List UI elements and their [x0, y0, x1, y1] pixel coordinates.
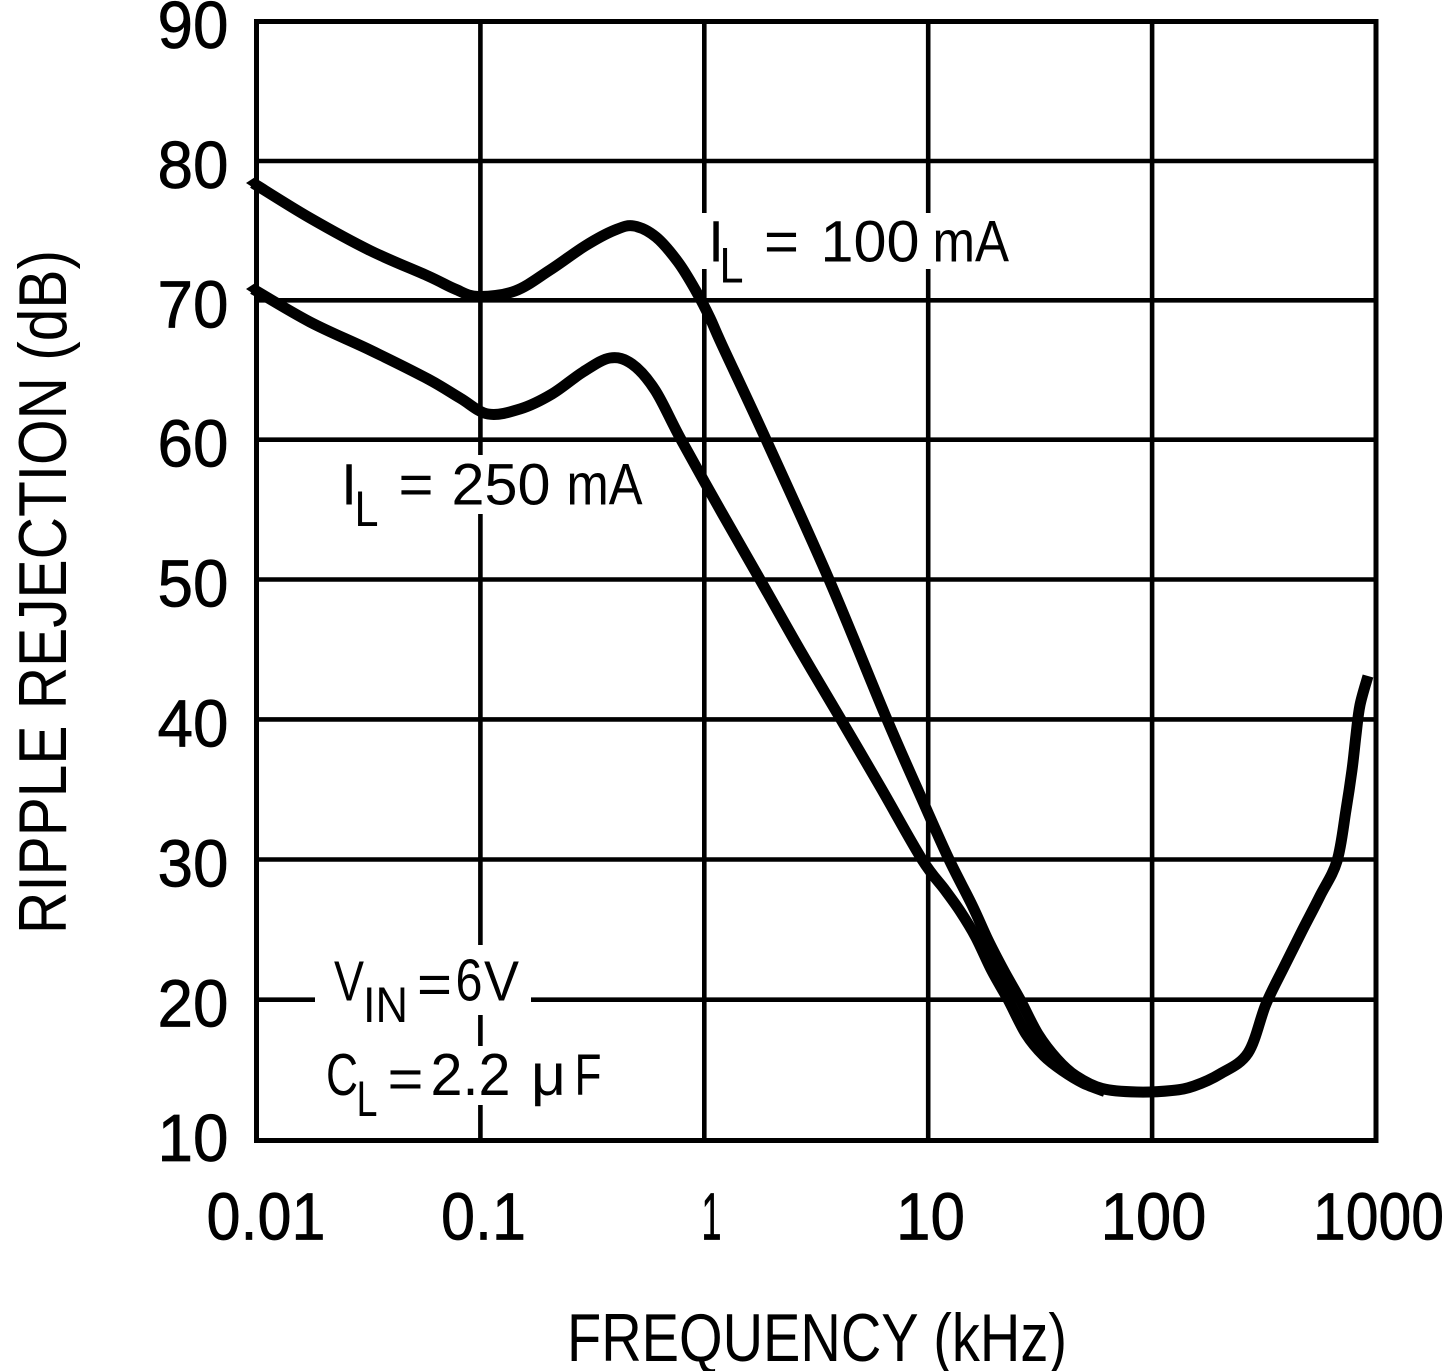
- svg-text:μ: μ: [531, 1042, 566, 1108]
- svg-text:30: 30: [158, 827, 229, 902]
- svg-text:100: 100: [1101, 1180, 1207, 1255]
- svg-text:0.01: 0.01: [207, 1180, 326, 1255]
- svg-text:=: =: [417, 953, 452, 1017]
- svg-text:=: =: [764, 210, 799, 275]
- svg-text:=: =: [388, 1047, 424, 1111]
- svg-text:mA: mA: [567, 453, 643, 518]
- svg-text:V: V: [484, 950, 519, 1014]
- svg-text:6: 6: [456, 948, 483, 1014]
- svg-text:40: 40: [158, 687, 229, 762]
- svg-text:20: 20: [158, 967, 229, 1042]
- svg-text:L: L: [357, 1071, 378, 1127]
- svg-text:10: 10: [896, 1180, 965, 1255]
- svg-text:70: 70: [158, 268, 229, 343]
- svg-text:RIPPLE REJECTION (dB): RIPPLE REJECTION (dB): [6, 250, 81, 934]
- svg-text:10: 10: [158, 1101, 229, 1176]
- svg-text:1: 1: [702, 1180, 722, 1255]
- svg-text:1000: 1000: [1313, 1180, 1444, 1255]
- svg-text:IN: IN: [363, 977, 408, 1033]
- svg-text:0.1: 0.1: [441, 1180, 526, 1255]
- svg-text:100: 100: [821, 210, 920, 275]
- svg-text:60: 60: [158, 407, 229, 482]
- svg-text:250: 250: [452, 453, 551, 518]
- svg-text:2.2: 2.2: [431, 1042, 511, 1108]
- svg-text:I: I: [708, 210, 724, 275]
- svg-text:L: L: [355, 481, 379, 537]
- svg-text:I: I: [341, 453, 357, 518]
- svg-text:F: F: [575, 1043, 602, 1108]
- svg-text:FREQUENCY (kHz): FREQUENCY (kHz): [567, 1301, 1067, 1371]
- svg-text:mA: mA: [933, 210, 1010, 275]
- svg-text:90: 90: [158, 0, 229, 63]
- svg-text:80: 80: [158, 128, 229, 203]
- svg-text:C: C: [326, 1042, 358, 1108]
- svg-text:L: L: [720, 238, 744, 294]
- svg-text:V: V: [334, 950, 364, 1014]
- svg-text:50: 50: [158, 547, 229, 622]
- svg-text:=: =: [399, 453, 434, 518]
